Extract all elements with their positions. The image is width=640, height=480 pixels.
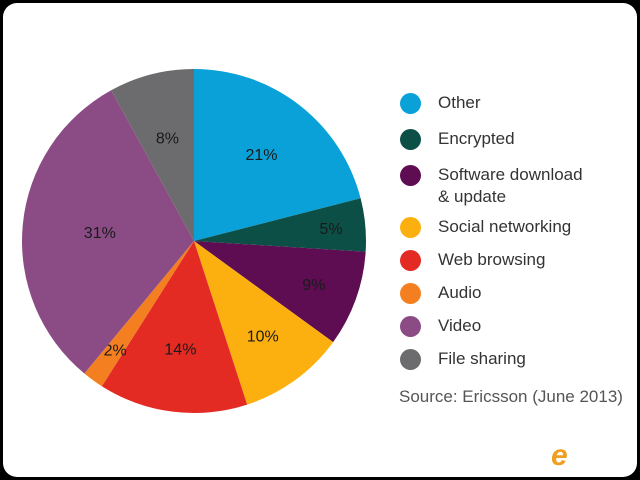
legend-label: Other [438,93,481,112]
pie-slice-encrypted [194,198,366,252]
pie-label-file-sharing: 8% [156,131,179,148]
legend-label: Encrypted [438,129,515,148]
pie-chart: 21% 5% 9% 10% 14% 2% 31% 8% [21,69,366,413]
legend-swatch [400,283,421,304]
legend-item-encrypted: Encrypted [400,126,630,160]
legend-item-video: Video [400,313,630,347]
pie-label-other: 21% [245,147,277,164]
legend-item-audio: Audio [400,280,630,314]
eweek-logo-word: WEEK [569,446,626,467]
legend-swatch [400,129,421,150]
eweek-logo-e: e [551,439,568,472]
legend-swatch [400,217,421,238]
legend-item-other: Other [400,90,630,124]
legend-label: Software download & update [438,165,583,206]
pie-slice-other [194,69,361,241]
eweek-logo: e WEEK [547,439,627,472]
pie-label-web-browsing: 14% [164,342,196,359]
legend-label: Web browsing [438,250,546,269]
legend-swatch [400,93,421,114]
legend-item-file-sharing: File sharing [400,346,630,380]
legend-label: Video [438,316,482,335]
pie-label-social-networking: 10% [247,329,279,346]
chart-frame: 21% 5% 9% 10% 14% 2% 31% 8% Other Encrypted Softw… [3,3,637,477]
pie-slice-video [21,90,195,374]
legend-item-software-download: Software download & update [400,162,630,206]
legend-item-web-browsing: Web browsing [400,247,630,281]
legend-swatch [400,165,421,186]
pie-label-video: 31% [84,225,116,242]
pie-label-software-download: 9% [302,277,325,294]
legend-item-social-networking: Social networking [400,214,630,248]
legend-label: File sharing [438,349,526,368]
legend-swatch [400,316,421,337]
pie-slice-software-download [194,241,366,343]
legend-label: Audio [438,283,482,302]
legend-label: Social networking [438,217,572,236]
pie-label-audio: 2% [104,343,127,360]
legend-swatch [400,250,421,271]
pie-slice-file-sharing [111,69,194,241]
pie-slice-social-networking [194,241,334,405]
chart-source: Source: Ericsson (June 2013) [399,387,623,406]
pie-slice-audio [84,241,194,387]
pie-label-encrypted: 5% [319,221,342,238]
pie-slice-web-browsing [101,241,248,413]
legend-swatch [400,349,421,370]
